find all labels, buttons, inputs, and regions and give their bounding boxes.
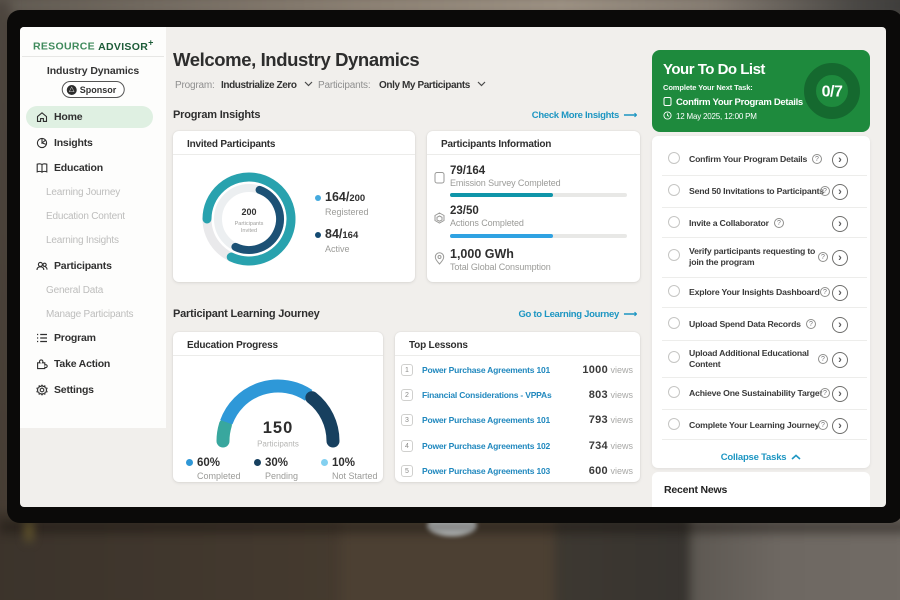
- svg-text:200: 200: [241, 207, 256, 217]
- svg-text:150: 150: [263, 419, 294, 437]
- svg-text:0/7: 0/7: [822, 84, 843, 101]
- svg-text:Participants: Participants: [235, 221, 264, 227]
- svg-text:Invited: Invited: [241, 228, 257, 234]
- svg-text:Participants: Participants: [257, 440, 299, 449]
